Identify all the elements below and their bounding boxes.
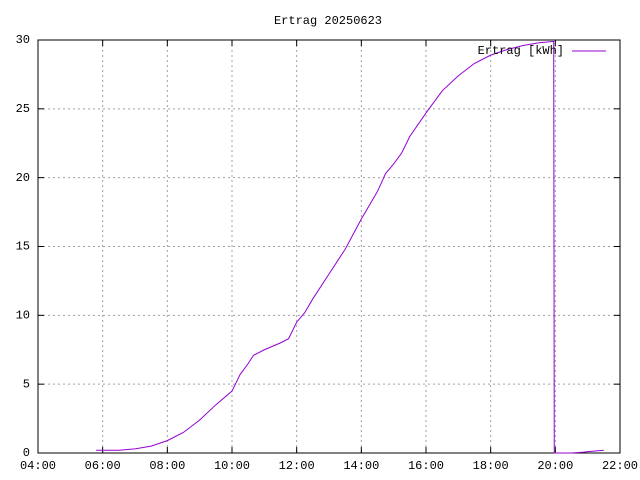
y-tick-label: 30 (16, 33, 30, 47)
y-tick-label: 20 (16, 171, 30, 185)
x-tick-label: 22:00 (602, 459, 638, 473)
chart-title: Ertrag 20250623 (274, 14, 382, 28)
y-tick-label: 15 (16, 240, 30, 254)
y-tick-label: 0 (23, 446, 30, 460)
x-tick-label: 20:00 (537, 459, 573, 473)
x-tick-label: 16:00 (408, 459, 444, 473)
x-tick-label: 10:00 (214, 459, 250, 473)
x-tick-label: 08:00 (149, 459, 185, 473)
y-tick-label: 10 (16, 309, 30, 323)
data-line (96, 40, 604, 454)
x-tick-label: 18:00 (473, 459, 509, 473)
plot-border (37, 39, 621, 454)
y-tick-label: 25 (16, 102, 30, 116)
y-tick-label: 5 (23, 377, 30, 391)
x-tick-label: 06:00 (85, 459, 121, 473)
x-tick-label: 12:00 (279, 459, 315, 473)
x-tick-label: 04:00 (20, 459, 56, 473)
legend-label: Ertrag [kWh] (478, 44, 564, 58)
x-tick-label: 14:00 (343, 459, 379, 473)
